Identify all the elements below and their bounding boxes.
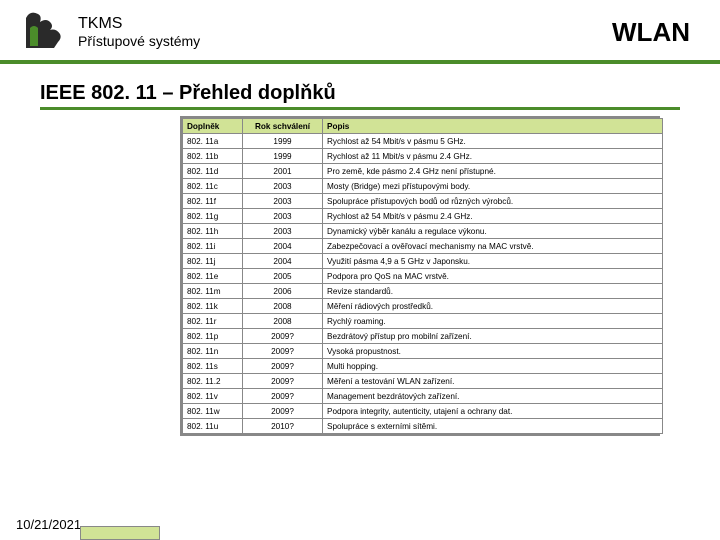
table-cell: Měření rádiových prostředků. xyxy=(323,299,663,314)
table-row: 802. 11f2003Spolupráce přístupových bodů… xyxy=(183,194,663,209)
page-topic: WLAN xyxy=(612,17,690,48)
col-popis: Popis xyxy=(323,119,663,134)
table-cell: 2009? xyxy=(243,374,323,389)
footer-date: 10/21/2021 xyxy=(16,517,81,532)
table-cell: 802. 11h xyxy=(183,224,243,239)
table-cell: 802. 11f xyxy=(183,194,243,209)
table-cell: 2009? xyxy=(243,359,323,374)
table-cell: Vysoká propustnost. xyxy=(323,344,663,359)
table-row: 802. 11h2003Dynamický výběr kanálu a reg… xyxy=(183,224,663,239)
table-cell: Revize standardů. xyxy=(323,284,663,299)
table-cell: 802. 11j xyxy=(183,254,243,269)
table-row: 802. 11v2009?Management bezdrátových zař… xyxy=(183,389,663,404)
table-cell: Spolupráce přístupových bodů od různých … xyxy=(323,194,663,209)
table-cell: Rychlost až 11 Mbit/s v pásmu 2.4 GHz. xyxy=(323,149,663,164)
table-cell: Podpora integrity, autenticity, utajení … xyxy=(323,404,663,419)
table-row: 802. 11s2009?Multi hopping. xyxy=(183,359,663,374)
table-cell: 802. 11e xyxy=(183,269,243,284)
table-cell: 802. 11s xyxy=(183,359,243,374)
section-title: IEEE 802. 11 – Přehled doplňků xyxy=(40,82,680,110)
table-row: 802. 11n2009?Vysoká propustnost. xyxy=(183,344,663,359)
table-cell: Spolupráce s externími sítěmi. xyxy=(323,419,663,434)
table-cell: 2003 xyxy=(243,224,323,239)
table-cell: Multi hopping. xyxy=(323,359,663,374)
table-cell: Dynamický výběr kanálu a regulace výkonu… xyxy=(323,224,663,239)
table-cell: Rychlost až 54 Mbit/s v pásmu 2.4 GHz. xyxy=(323,209,663,224)
table-cell: 2009? xyxy=(243,389,323,404)
table-cell: Bezdrátový přístup pro mobilní zařízení. xyxy=(323,329,663,344)
table-cell: Rychlý roaming. xyxy=(323,314,663,329)
table-row: 802. 11i2004Zabezpečovací a ověřovací me… xyxy=(183,239,663,254)
table-cell: 2004 xyxy=(243,239,323,254)
header-text: TKMS Přístupové systémy xyxy=(78,15,200,49)
table-cell: 802. 11r xyxy=(183,314,243,329)
table-cell: 1999 xyxy=(243,134,323,149)
table-cell: 802. 11i xyxy=(183,239,243,254)
standards-table: Doplněk Rok schválení Popis 802. 11a1999… xyxy=(182,118,663,434)
table-cell: 2003 xyxy=(243,194,323,209)
table-cell: 802. 11.2 xyxy=(183,374,243,389)
table-row: 802. 11g2003Rychlost až 54 Mbit/s v pásm… xyxy=(183,209,663,224)
org-name: TKMS xyxy=(78,15,200,33)
table-cell: 2003 xyxy=(243,209,323,224)
table-cell: 802. 11m xyxy=(183,284,243,299)
table-cell: 1999 xyxy=(243,149,323,164)
table-cell: 802. 11w xyxy=(183,404,243,419)
table-wrap: Doplněk Rok schválení Popis 802. 11a1999… xyxy=(180,116,660,436)
lion-logo-icon xyxy=(20,8,68,56)
table-cell: 802. 11p xyxy=(183,329,243,344)
table-row: 802. 11w2009?Podpora integrity, autentic… xyxy=(183,404,663,419)
table-cell: 802. 11n xyxy=(183,344,243,359)
col-doplnek: Doplněk xyxy=(183,119,243,134)
table-row: 802. 11u2010?Spolupráce s externími sítě… xyxy=(183,419,663,434)
table-cell: 2008 xyxy=(243,314,323,329)
table-row: 802. 11b1999Rychlost až 11 Mbit/s v pásm… xyxy=(183,149,663,164)
table-row: 802. 11e2005Podpora pro QoS na MAC vrstv… xyxy=(183,269,663,284)
table-cell: 2001 xyxy=(243,164,323,179)
table-cell: 2004 xyxy=(243,254,323,269)
table-cell: 2005 xyxy=(243,269,323,284)
table-cell: 2009? xyxy=(243,329,323,344)
table-row: 802. 11c2003Mosty (Bridge) mezi přístupo… xyxy=(183,179,663,194)
table-cell: Podpora pro QoS na MAC vrstvě. xyxy=(323,269,663,284)
table-row: 802. 11r2008Rychlý roaming. xyxy=(183,314,663,329)
table-cell: 2008 xyxy=(243,299,323,314)
table-cell: 802. 11k xyxy=(183,299,243,314)
table-row: 802. 11d2001Pro země, kde pásmo 2.4 GHz … xyxy=(183,164,663,179)
table-cell: 2010? xyxy=(243,419,323,434)
table-cell: Zabezpečovací a ověřovací mechanismy na … xyxy=(323,239,663,254)
col-rok: Rok schválení xyxy=(243,119,323,134)
table-row: 802. 11m2006Revize standardů. xyxy=(183,284,663,299)
table-cell: 802. 11u xyxy=(183,419,243,434)
content: IEEE 802. 11 – Přehled doplňků Doplněk R… xyxy=(0,64,720,436)
table-cell: 2009? xyxy=(243,404,323,419)
table-cell: 2006 xyxy=(243,284,323,299)
org-subtitle: Přístupové systémy xyxy=(78,33,200,49)
table-cell: 802. 11c xyxy=(183,179,243,194)
table-cell: 802. 11g xyxy=(183,209,243,224)
footer-bar-icon xyxy=(80,526,160,540)
table-cell: Rychlost až 54 Mbit/s v pásmu 5 GHz. xyxy=(323,134,663,149)
table-cell: 802. 11d xyxy=(183,164,243,179)
table-row: 802. 11a1999Rychlost až 54 Mbit/s v pásm… xyxy=(183,134,663,149)
table-cell: 802. 11a xyxy=(183,134,243,149)
header: TKMS Přístupové systémy WLAN xyxy=(0,0,720,64)
table-cell: Management bezdrátových zařízení. xyxy=(323,389,663,404)
table-cell: 802. 11b xyxy=(183,149,243,164)
table-cell: 802. 11v xyxy=(183,389,243,404)
table-cell: Mosty (Bridge) mezi přístupovými body. xyxy=(323,179,663,194)
table-header-row: Doplněk Rok schválení Popis xyxy=(183,119,663,134)
table-cell: 2009? xyxy=(243,344,323,359)
table-cell: Měření a testování WLAN zařízení. xyxy=(323,374,663,389)
header-left: TKMS Přístupové systémy xyxy=(20,8,200,56)
table-row: 802. 11.22009?Měření a testování WLAN za… xyxy=(183,374,663,389)
table-cell: Pro země, kde pásmo 2.4 GHz není přístup… xyxy=(323,164,663,179)
table-row: 802. 11j2004Využití pásma 4,9 a 5 GHz v … xyxy=(183,254,663,269)
table-row: 802. 11p2009?Bezdrátový přístup pro mobi… xyxy=(183,329,663,344)
table-row: 802. 11k2008Měření rádiových prostředků. xyxy=(183,299,663,314)
table-cell: Využití pásma 4,9 a 5 GHz v Japonsku. xyxy=(323,254,663,269)
table-cell: 2003 xyxy=(243,179,323,194)
